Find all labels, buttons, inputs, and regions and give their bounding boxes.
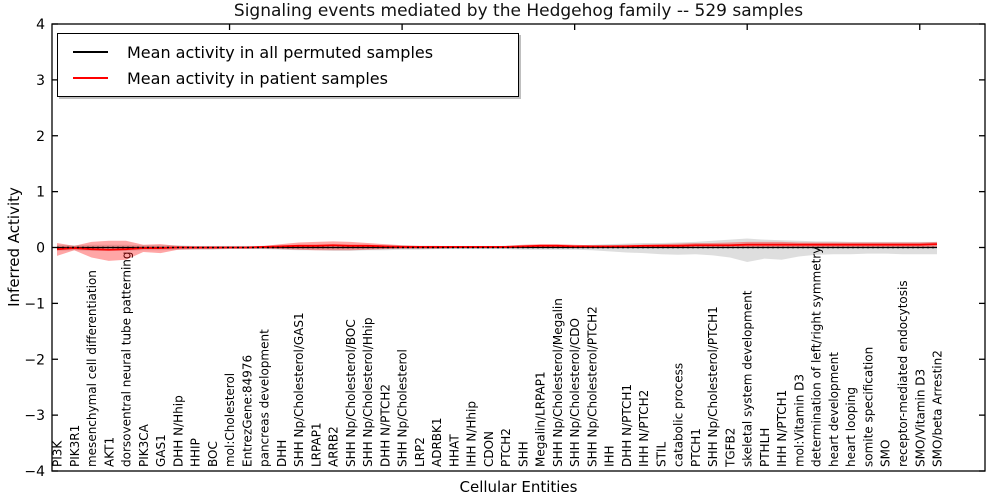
x-tick-label: HHAT [447,434,461,467]
x-tick-label: somite specification [861,347,875,467]
y-tick-label: 4 [36,17,45,33]
x-tick-label: mol:Vitamin D3 [792,374,806,467]
x-tick-label: SHH Np/Cholesterol/CDO [568,318,582,467]
x-tick-label: DHH N/Hhip [171,395,185,467]
x-tick-label: pancreas development [258,329,272,467]
x-tick-label: STIL [654,442,668,467]
y-tick-label: 3 [36,73,45,89]
x-tick-label: SHH Np/Cholesterol/GAS1 [292,312,306,467]
legend-label-permuted: Mean activity in all permuted samples [127,42,434,62]
x-tick-label: EntrezGene:84976 [240,355,254,467]
x-tick-label: mol:Cholesterol [223,373,237,467]
x-tick-label: heart looping [844,387,858,467]
y-tick-label: 2 [36,129,45,145]
x-tick-label: catabolic process [672,363,686,467]
x-tick-label: IHH N/PTCH1 [775,390,789,467]
x-tick-label: SMO/Vitamin D3 [913,369,927,467]
legend: Mean activity in all permuted samples Me… [57,33,519,97]
permuted-range-band [57,238,937,263]
y-tick-label: −3 [24,408,45,424]
x-tick-label: DHH N/PTCH1 [620,384,634,467]
x-tick-label: SMO [879,440,893,467]
x-tick-label: SHH Np/Cholesterol/Hhip [361,318,375,467]
x-tick-label: SHH Np/Cholesterol/Megalin [551,298,565,467]
patient-line-swatch [73,77,108,79]
x-tick-label: SMO/beta Arrestin2 [931,350,945,467]
x-tick-label: PIK3CA [137,423,151,467]
y-tick-label: −2 [24,352,45,368]
x-tick-label: SHH [516,441,530,467]
legend-item-permuted: Mean activity in all permuted samples [58,39,518,65]
y-tick-label: −4 [24,464,45,480]
x-tick-label: PTHLH [758,428,772,467]
x-tick-label: PTCH1 [689,428,703,467]
x-tick-label: Megalin/LRPAP1 [534,371,548,467]
x-tick-label: heart development [827,352,841,467]
x-tick-label: DHH N/PTCH2 [378,384,392,467]
y-tick-label: 0 [36,241,45,257]
x-tick-label: IHH N/Hhip [465,401,479,467]
legend-item-patient: Mean activity in patient samples [58,65,518,91]
x-tick-label: determination of left/right symmetry [810,247,824,467]
x-tick-label: SHH Np/Cholesterol/PTCH1 [706,306,720,467]
x-tick-label: DHH [275,440,289,467]
x-tick-label: mesenchymal cell differentiation [85,270,99,467]
x-tick-label: IHH N/PTCH2 [637,390,651,467]
x-tick-label: SHH Np/Cholesterol/BOC [344,319,358,467]
x-tick-label: ADRBK1 [430,417,444,467]
x-tick-label: HHIP [189,438,203,467]
x-tick-label: TGFB2 [723,428,737,468]
x-tick-label: SHH Np/Cholesterol/PTCH2 [585,306,599,467]
x-tick-label: skeletal system development [741,290,755,467]
x-tick-label: PIK3R1 [68,425,82,467]
x-tick-label: CDON [482,431,496,467]
chart-title: Signaling events mediated by the Hedgeho… [233,1,804,21]
x-axis-label: Cellular Entities [459,478,578,496]
x-tick-label: PI3K [51,440,65,467]
y-tick-label: −1 [24,296,45,312]
x-tick-label: dorsoventral neural tube patterning [120,251,134,467]
permuted-line-swatch [73,51,108,53]
x-tick-label: SHH Np/Cholesterol [396,349,410,467]
y-tick-label: 1 [36,185,45,201]
x-tick-label: LRPAP1 [309,422,323,467]
x-tick-label: GAS1 [154,434,168,467]
x-tick-label: IHH [603,445,617,467]
x-tick-label: PTCH2 [499,428,513,467]
legend-label-patient: Mean activity in patient samples [127,68,388,88]
x-tick-label: BOC [206,441,220,467]
x-tick-label: AKT1 [102,437,116,467]
x-tick-label: ARRB2 [327,426,341,467]
x-tick-label: LRP2 [413,437,427,467]
x-tick-label: receptor-mediated endocytosis [896,280,910,467]
